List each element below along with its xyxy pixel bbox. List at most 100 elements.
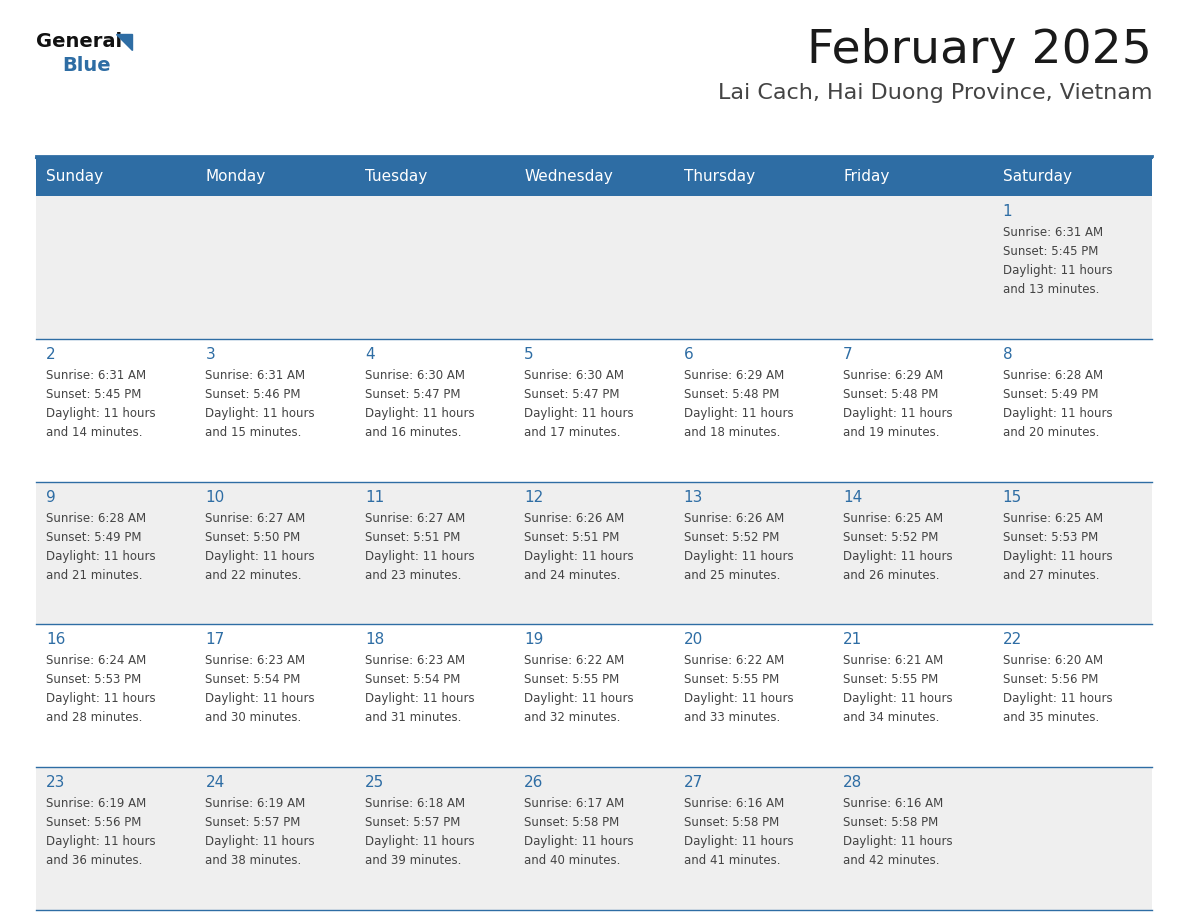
Text: Sunrise: 6:29 AM: Sunrise: 6:29 AM xyxy=(843,369,943,382)
Text: and 38 minutes.: and 38 minutes. xyxy=(206,855,302,868)
Text: Daylight: 11 hours: Daylight: 11 hours xyxy=(843,550,953,563)
Text: Daylight: 11 hours: Daylight: 11 hours xyxy=(843,835,953,848)
Text: 10: 10 xyxy=(206,489,225,505)
Text: 27: 27 xyxy=(684,775,703,790)
Text: Daylight: 11 hours: Daylight: 11 hours xyxy=(1003,264,1112,277)
Text: February 2025: February 2025 xyxy=(807,28,1152,73)
Text: 20: 20 xyxy=(684,633,703,647)
Text: Sunset: 5:55 PM: Sunset: 5:55 PM xyxy=(524,674,619,687)
Text: Sunrise: 6:30 AM: Sunrise: 6:30 AM xyxy=(365,369,465,382)
Text: Sunrise: 6:28 AM: Sunrise: 6:28 AM xyxy=(46,511,146,524)
Text: Daylight: 11 hours: Daylight: 11 hours xyxy=(365,407,474,420)
Text: Sunset: 5:49 PM: Sunset: 5:49 PM xyxy=(1003,387,1098,401)
Text: and 22 minutes.: and 22 minutes. xyxy=(206,568,302,582)
Text: Sunset: 5:47 PM: Sunset: 5:47 PM xyxy=(365,387,461,401)
Text: Sunrise: 6:19 AM: Sunrise: 6:19 AM xyxy=(206,797,305,811)
Text: Sunrise: 6:31 AM: Sunrise: 6:31 AM xyxy=(1003,226,1102,239)
Text: Sunset: 5:55 PM: Sunset: 5:55 PM xyxy=(843,674,939,687)
Text: and 24 minutes.: and 24 minutes. xyxy=(524,568,621,582)
Text: Sunrise: 6:21 AM: Sunrise: 6:21 AM xyxy=(843,655,943,667)
Text: 8: 8 xyxy=(1003,347,1012,362)
Text: and 26 minutes.: and 26 minutes. xyxy=(843,568,940,582)
Text: and 33 minutes.: and 33 minutes. xyxy=(684,711,781,724)
Text: Sunrise: 6:23 AM: Sunrise: 6:23 AM xyxy=(365,655,465,667)
Text: 19: 19 xyxy=(524,633,544,647)
Text: Sunrise: 6:24 AM: Sunrise: 6:24 AM xyxy=(46,655,146,667)
Text: Sunrise: 6:28 AM: Sunrise: 6:28 AM xyxy=(1003,369,1102,382)
Text: Daylight: 11 hours: Daylight: 11 hours xyxy=(365,550,474,563)
Text: 4: 4 xyxy=(365,347,374,362)
Text: and 39 minutes.: and 39 minutes. xyxy=(365,855,461,868)
Text: Sunrise: 6:31 AM: Sunrise: 6:31 AM xyxy=(206,369,305,382)
Text: Sunset: 5:57 PM: Sunset: 5:57 PM xyxy=(206,816,301,829)
Text: Sunrise: 6:17 AM: Sunrise: 6:17 AM xyxy=(524,797,625,811)
Text: 24: 24 xyxy=(206,775,225,790)
Text: Sunrise: 6:30 AM: Sunrise: 6:30 AM xyxy=(524,369,624,382)
Text: Daylight: 11 hours: Daylight: 11 hours xyxy=(843,407,953,420)
Text: and 21 minutes.: and 21 minutes. xyxy=(46,568,143,582)
Text: Daylight: 11 hours: Daylight: 11 hours xyxy=(206,692,315,705)
Text: 25: 25 xyxy=(365,775,384,790)
Text: Daylight: 11 hours: Daylight: 11 hours xyxy=(206,407,315,420)
Text: Sunset: 5:53 PM: Sunset: 5:53 PM xyxy=(1003,531,1098,543)
Text: and 31 minutes.: and 31 minutes. xyxy=(365,711,461,724)
Text: 12: 12 xyxy=(524,489,544,505)
Text: Sunrise: 6:22 AM: Sunrise: 6:22 AM xyxy=(524,655,625,667)
Text: Daylight: 11 hours: Daylight: 11 hours xyxy=(684,692,794,705)
Text: and 27 minutes.: and 27 minutes. xyxy=(1003,568,1099,582)
Text: and 40 minutes.: and 40 minutes. xyxy=(524,855,620,868)
Text: Sunset: 5:54 PM: Sunset: 5:54 PM xyxy=(206,674,301,687)
Text: Sunrise: 6:26 AM: Sunrise: 6:26 AM xyxy=(524,511,625,524)
Text: 18: 18 xyxy=(365,633,384,647)
Text: and 19 minutes.: and 19 minutes. xyxy=(843,426,940,439)
Bar xyxy=(36,339,1152,482)
Text: Sunrise: 6:20 AM: Sunrise: 6:20 AM xyxy=(1003,655,1102,667)
Text: 23: 23 xyxy=(46,775,65,790)
Polygon shape xyxy=(116,34,132,50)
Text: Sunday: Sunday xyxy=(46,170,103,185)
Bar xyxy=(36,196,1152,339)
Text: and 18 minutes.: and 18 minutes. xyxy=(684,426,781,439)
Text: Daylight: 11 hours: Daylight: 11 hours xyxy=(1003,692,1112,705)
Text: Sunrise: 6:27 AM: Sunrise: 6:27 AM xyxy=(365,511,466,524)
Text: Sunset: 5:57 PM: Sunset: 5:57 PM xyxy=(365,816,460,829)
Text: Sunrise: 6:16 AM: Sunrise: 6:16 AM xyxy=(843,797,943,811)
Text: Sunset: 5:53 PM: Sunset: 5:53 PM xyxy=(46,674,141,687)
Text: 13: 13 xyxy=(684,489,703,505)
Text: Daylight: 11 hours: Daylight: 11 hours xyxy=(365,692,474,705)
Text: and 35 minutes.: and 35 minutes. xyxy=(1003,711,1099,724)
Text: Sunset: 5:48 PM: Sunset: 5:48 PM xyxy=(684,387,779,401)
Text: and 34 minutes.: and 34 minutes. xyxy=(843,711,940,724)
Text: Daylight: 11 hours: Daylight: 11 hours xyxy=(843,692,953,705)
Text: and 25 minutes.: and 25 minutes. xyxy=(684,568,781,582)
Text: 26: 26 xyxy=(524,775,544,790)
Text: Sunset: 5:45 PM: Sunset: 5:45 PM xyxy=(1003,245,1098,258)
Text: and 42 minutes.: and 42 minutes. xyxy=(843,855,940,868)
Text: 22: 22 xyxy=(1003,633,1022,647)
Text: Sunset: 5:52 PM: Sunset: 5:52 PM xyxy=(843,531,939,543)
Text: Sunset: 5:58 PM: Sunset: 5:58 PM xyxy=(524,816,619,829)
Text: Sunset: 5:51 PM: Sunset: 5:51 PM xyxy=(524,531,620,543)
Text: Daylight: 11 hours: Daylight: 11 hours xyxy=(524,692,634,705)
Text: Daylight: 11 hours: Daylight: 11 hours xyxy=(206,550,315,563)
Text: Daylight: 11 hours: Daylight: 11 hours xyxy=(46,692,156,705)
Text: 7: 7 xyxy=(843,347,853,362)
Text: Sunset: 5:46 PM: Sunset: 5:46 PM xyxy=(206,387,301,401)
Text: 5: 5 xyxy=(524,347,533,362)
Text: Tuesday: Tuesday xyxy=(365,170,428,185)
Text: Daylight: 11 hours: Daylight: 11 hours xyxy=(524,835,634,848)
Text: Sunset: 5:58 PM: Sunset: 5:58 PM xyxy=(843,816,939,829)
Text: and 36 minutes.: and 36 minutes. xyxy=(46,855,143,868)
Text: Wednesday: Wednesday xyxy=(524,170,613,185)
Text: and 17 minutes.: and 17 minutes. xyxy=(524,426,621,439)
Text: Sunset: 5:45 PM: Sunset: 5:45 PM xyxy=(46,387,141,401)
Text: Sunrise: 6:27 AM: Sunrise: 6:27 AM xyxy=(206,511,305,524)
Text: Sunset: 5:54 PM: Sunset: 5:54 PM xyxy=(365,674,460,687)
Text: 15: 15 xyxy=(1003,489,1022,505)
Text: 2: 2 xyxy=(46,347,56,362)
Text: General: General xyxy=(36,32,122,51)
Text: 1: 1 xyxy=(1003,204,1012,219)
Text: Sunset: 5:50 PM: Sunset: 5:50 PM xyxy=(206,531,301,543)
Bar xyxy=(36,482,1152,624)
Text: Thursday: Thursday xyxy=(684,170,754,185)
